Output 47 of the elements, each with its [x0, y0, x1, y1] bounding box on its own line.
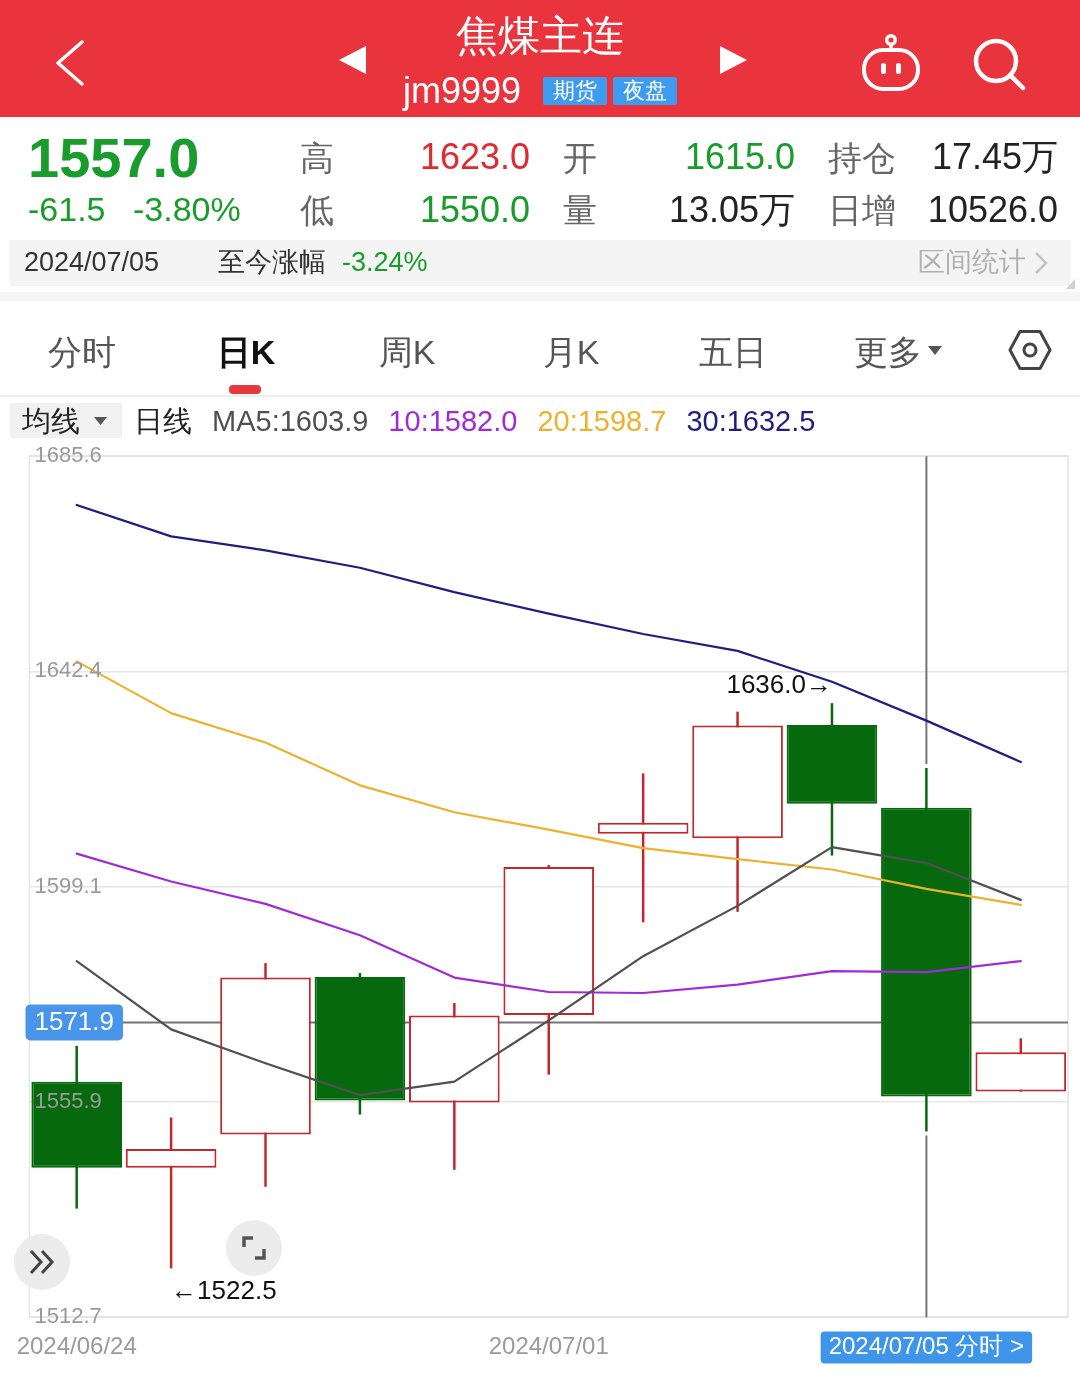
text: 日K: [216, 333, 276, 371]
y-tick-label: 1555.9: [34, 1088, 102, 1114]
text: 10526.0: [927, 189, 1058, 230]
text: 1557.0: [28, 126, 200, 189]
badge: 夜盘: [613, 77, 677, 105]
text: 均线: [22, 404, 80, 437]
x-tick-label: 2024/07/05 分时 >: [828, 1332, 1025, 1360]
annotation: ←1522.5: [171, 1274, 277, 1305]
text: 日增: [828, 191, 896, 229]
badge: 期货: [543, 77, 607, 105]
text: 量: [563, 191, 597, 229]
text: 1615.0: [684, 136, 795, 177]
text: MA5:1603.9: [212, 404, 369, 437]
text: 30:1632.5: [686, 404, 816, 437]
text: 更多: [854, 333, 922, 371]
chart-title: 焦煤主连: [456, 12, 624, 59]
text: 10:1582.0: [388, 404, 518, 437]
x-tick-label: 2024/07/01: [488, 1332, 609, 1360]
text: -61.5: [28, 190, 106, 228]
text: 区间统计: [918, 246, 1026, 277]
text: 高: [300, 139, 334, 177]
legend-title: 日线: [134, 404, 192, 437]
text: -3.24%: [342, 246, 428, 277]
ref-line-label: 1571.9: [34, 1005, 115, 1036]
text: 持仓: [828, 139, 896, 177]
text: 周K: [378, 333, 436, 371]
candlestick: [125, 1116, 217, 1270]
text: 月K: [542, 333, 600, 371]
text: 五日: [699, 333, 767, 371]
y-tick-label: 1599.1: [34, 873, 102, 899]
annotation: 1636.0→: [726, 669, 832, 700]
text: 17.45万: [931, 136, 1058, 177]
text: 分时: [48, 333, 116, 371]
x-tick-label: 2024/06/24: [16, 1332, 137, 1360]
text: 13.05万: [668, 189, 795, 230]
text: -3.80%: [133, 190, 241, 228]
text: 1623.0: [419, 136, 530, 177]
candlestick: [597, 772, 689, 924]
text: 至今涨幅: [218, 246, 326, 277]
chart-subtitle: jm9999: [403, 70, 522, 111]
text: 开: [563, 139, 597, 177]
y-tick-label: 1685.6: [34, 442, 102, 468]
text: 2024/07/05: [24, 246, 160, 277]
text: 低: [300, 191, 334, 229]
text: 20:1598.7: [537, 404, 667, 437]
y-tick-label: 1512.7: [34, 1303, 102, 1329]
text: 1550.0: [419, 189, 530, 230]
